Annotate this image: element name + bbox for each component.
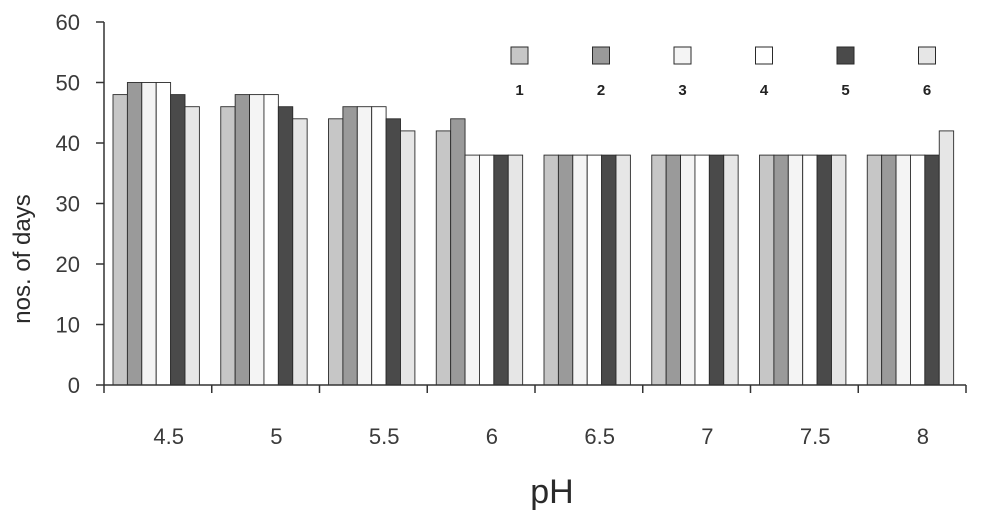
bar-ph-5-series-1	[220, 106, 236, 386]
legend-label-2: 2	[597, 82, 605, 99]
bar-ph-4.5-series-4	[155, 82, 172, 386]
bar-ph-6-series-3	[464, 154, 480, 386]
y-tick-label: 60	[56, 10, 80, 35]
legend-label-4: 4	[760, 82, 769, 99]
bar-ph-6.5-series-3	[572, 154, 588, 386]
y-axis-label: nos. of days	[9, 194, 36, 323]
legend-label-6: 6	[923, 82, 931, 99]
y-tick-label: 0	[68, 373, 80, 398]
bar-ph-7.5-series-6	[831, 154, 847, 386]
bar-ph-7-series-6	[723, 154, 739, 386]
bar-ph-4.5-series-2	[126, 82, 143, 386]
bar-ph-5-series-2	[234, 94, 250, 386]
bar-ph-8-series-2	[881, 154, 897, 386]
bar-ph-4.5-series-6	[184, 106, 200, 386]
bar-ph-4.5-series-3	[141, 82, 157, 386]
bar-ph-7.5-series-2	[773, 154, 789, 386]
bar-ph-6-series-5	[493, 154, 509, 386]
legend-swatch-3	[673, 46, 692, 65]
y-tick-label: 10	[56, 313, 80, 338]
bar-ph-7-series-2	[665, 154, 682, 386]
x-tick-label: 6	[486, 424, 498, 449]
bar-ph-8-series-1	[866, 154, 883, 386]
x-axis-label: pH	[530, 473, 573, 511]
bar-ph-7.5-series-5	[816, 154, 832, 386]
bar-ph-7-series-1	[651, 154, 667, 386]
bar-ph-7-series-5	[708, 154, 725, 386]
bar-ph-7.5-series-1	[759, 154, 775, 386]
x-tick-label: 7	[701, 424, 713, 449]
bar-ph-7-series-4	[694, 154, 710, 386]
legend-swatch-2	[592, 46, 610, 65]
x-tick-label: 5.5	[369, 424, 400, 449]
y-tick-label: 50	[56, 71, 80, 96]
bar-ph-5.5-series-3	[356, 106, 373, 386]
bar-ph-4.5-series-5	[170, 94, 186, 386]
bar-ph-5-series-4	[263, 94, 279, 386]
legend-label-1: 1	[515, 82, 523, 99]
x-tick-label: 6.5	[584, 424, 615, 449]
bar-ph-5.5-series-1	[328, 118, 344, 386]
bar-ph-5.5-series-2	[342, 106, 358, 386]
bar-ph-6-series-1	[435, 130, 452, 386]
legend-swatch-4	[755, 46, 773, 65]
x-tick-label: 4.5	[153, 424, 184, 449]
bar-ph-5-series-5	[277, 106, 294, 386]
x-tick-label: 7.5	[800, 424, 831, 449]
y-tick-label: 20	[56, 252, 80, 277]
bar-ph-8-series-6	[938, 130, 955, 386]
bar-ph-8-series-3	[895, 154, 911, 386]
x-ticks: 4.5 5 5.5 6 6.5 7 7.5 8	[103, 385, 967, 449]
bars-layer	[112, 82, 955, 386]
legend-swatch-6	[918, 46, 936, 65]
bar-ph-6-series-6	[507, 154, 524, 386]
legend-swatch-5	[836, 46, 855, 65]
bar-ph-6.5-series-4	[586, 154, 603, 386]
bar-ph-6-series-4	[479, 154, 495, 386]
legend-label-3: 3	[678, 82, 686, 99]
legend-swatch-1	[510, 46, 529, 65]
bar-ph-7.5-series-3	[787, 154, 804, 386]
x-tick-label: 8	[917, 424, 929, 449]
y-ticks: 0 10 20 30 40 50 60	[56, 10, 104, 398]
legend: 1 2 3 4 5 6	[510, 46, 936, 99]
bar-ph-7-series-3	[680, 154, 696, 386]
bar-ph-5.5-series-4	[371, 106, 387, 386]
bar-ph-8-series-4	[910, 154, 926, 386]
bar-ph-6-series-2	[450, 118, 466, 386]
y-tick-label: 40	[56, 131, 80, 156]
bar-ph-5-series-6	[292, 118, 308, 386]
bar-ph-4.5-series-1	[112, 94, 128, 386]
bar-ph-5.5-series-5	[385, 118, 401, 386]
legend-label-5: 5	[841, 82, 849, 99]
bar-ph-6.5-series-6	[615, 154, 631, 386]
bar-ph-8-series-5	[924, 154, 940, 386]
bar-ph-5-series-3	[249, 94, 265, 386]
bar-ph-5.5-series-6	[400, 130, 416, 386]
bar-ph-7.5-series-4	[802, 154, 818, 386]
bar-ph-6.5-series-1	[543, 154, 559, 386]
bar-ph-6.5-series-5	[601, 154, 617, 386]
y-tick-label: 30	[56, 192, 80, 217]
bar-ph-6.5-series-2	[557, 154, 574, 386]
x-tick-label: 5	[270, 424, 282, 449]
